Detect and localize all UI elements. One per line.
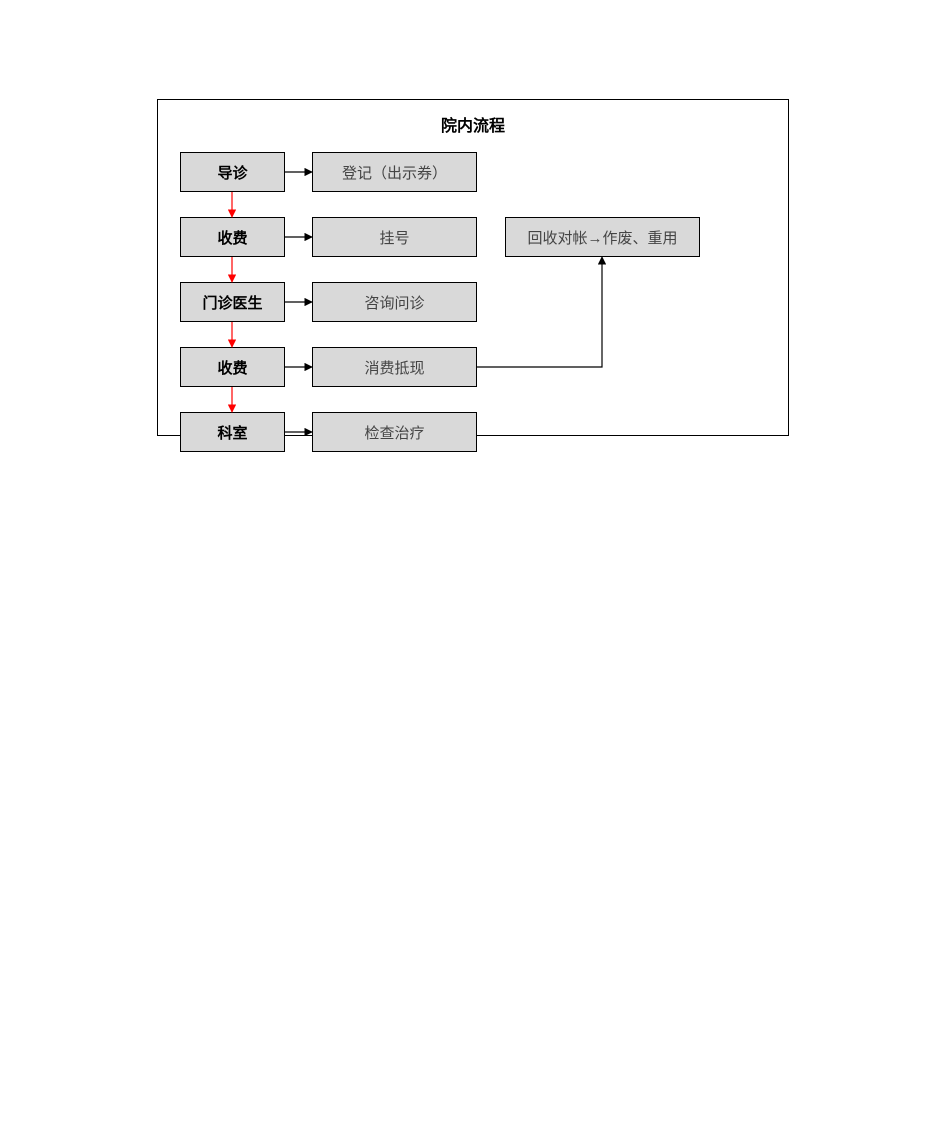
flow-node-label: 导诊 [217,162,247,183]
flow-node-l2: 收费 [180,217,285,257]
flow-node-r5: 检查治疗 [312,412,477,452]
flowchart-title: 院内流程 [157,112,789,136]
flow-node-label: 登记（出示券） [342,162,447,183]
flow-node-label: 检查治疗 [364,422,424,443]
flow-node-r3: 咨询问诊 [312,282,477,322]
flow-node-r2: 挂号 [312,217,477,257]
flow-node-label: 回收对帐→作废、重用 [527,227,677,248]
flow-node-label: 咨询问诊 [364,292,424,313]
flow-node-r4: 消费抵现 [312,347,477,387]
flow-node-label: 挂号 [379,227,409,248]
flow-node-l5: 科室 [180,412,285,452]
flow-node-l3: 门诊医生 [180,282,285,322]
flow-node-label: 门诊医生 [202,292,262,313]
flow-node-l4: 收费 [180,347,285,387]
flow-node-label: 消费抵现 [364,357,424,378]
flow-node-label: 收费 [217,227,247,248]
flow-node-r1: 登记（出示券） [312,152,477,192]
flow-node-label: 收费 [217,357,247,378]
flow-node-label: 科室 [217,422,247,443]
flow-node-l1: 导诊 [180,152,285,192]
flow-node-t1: 回收对帐→作废、重用 [505,217,700,257]
